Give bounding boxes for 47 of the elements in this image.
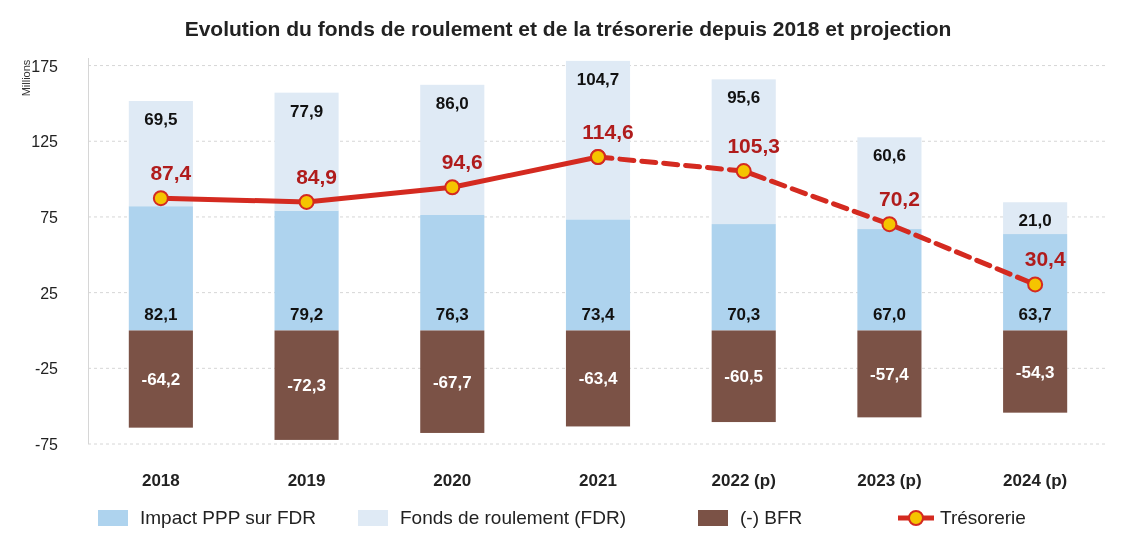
- data-label: 30,4: [1024, 247, 1066, 271]
- data-label: 114,6: [582, 120, 634, 143]
- data-label: 105,3: [727, 134, 780, 158]
- y-axis-title: Millions: [20, 59, 32, 97]
- data-label: 87,4: [150, 161, 192, 185]
- x-tick-label: 2019: [287, 471, 326, 490]
- data-label: 67,0: [872, 305, 906, 325]
- data-label: -57,4: [870, 364, 910, 384]
- data-label: 73,4: [581, 305, 616, 325]
- data-label: -54,3: [1015, 362, 1055, 382]
- data-label: 79,2: [290, 305, 324, 325]
- x-tick-label: 2023 (p): [857, 471, 922, 490]
- x-tick-label: 2024 (p): [1003, 471, 1068, 490]
- data-label: 77,9: [290, 101, 324, 121]
- data-label: 76,3: [435, 305, 469, 325]
- y-tick-label: 25: [40, 284, 59, 302]
- data-label: 70,3: [727, 305, 761, 325]
- data-label: -67,7: [432, 372, 472, 392]
- y-tick-label: -25: [34, 360, 59, 378]
- data-label: 95,6: [727, 88, 761, 108]
- x-tick-label: 2022 (p): [711, 471, 776, 490]
- data-label: -72,3: [287, 376, 326, 396]
- legend-label: (-) BFR: [740, 507, 803, 528]
- x-tick-label: 2018: [141, 471, 180, 490]
- x-tick-label: 2020: [433, 471, 472, 490]
- data-label: 21,0: [1018, 211, 1052, 231]
- chart-title: Evolution du fonds de roulement et de la trésorerie depuis 2018 et projection: [184, 17, 952, 40]
- data-label: 94,6: [441, 150, 483, 174]
- data-label: 69,5: [144, 109, 178, 129]
- data-label: -64,2: [141, 370, 181, 390]
- data-label: -63,4: [578, 369, 618, 389]
- data-label: 60,6: [872, 146, 906, 166]
- data-label: 70,2: [878, 187, 920, 211]
- legend-label: Fonds de roulement (FDR): [400, 507, 626, 528]
- y-tick-label: 125: [31, 133, 59, 151]
- data-label: 84,9: [296, 164, 338, 188]
- legend-label: Impact PPP sur FDR: [140, 507, 316, 528]
- legend-label: Trésorerie: [940, 507, 1026, 528]
- y-tick-label: -75: [34, 436, 59, 453]
- data-label: 86,0: [435, 93, 469, 113]
- data-label: 104,7: [576, 69, 620, 89]
- y-tick-label: 75: [40, 208, 59, 226]
- x-tick-label: 2021: [579, 471, 617, 490]
- data-label: -60,5: [724, 367, 764, 387]
- data-label: 63,7: [1018, 305, 1052, 325]
- data-label: 82,1: [144, 305, 178, 325]
- y-tick-label: 175: [31, 57, 59, 75]
